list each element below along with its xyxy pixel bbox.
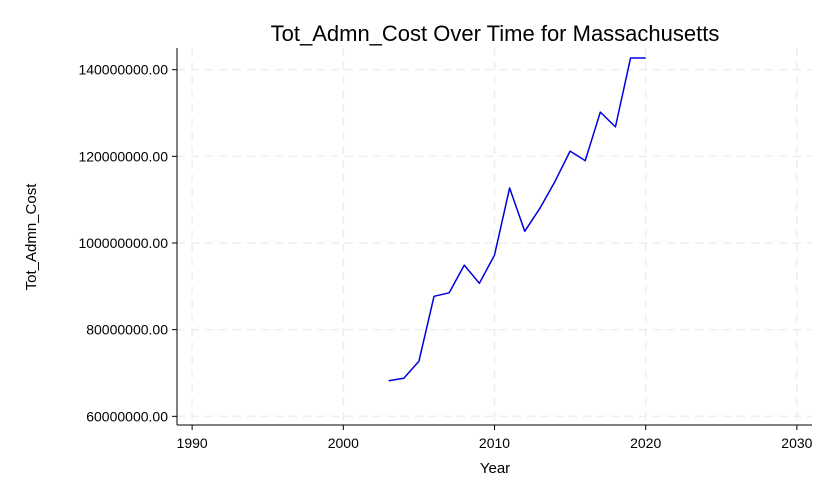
y-tick-label: 80000000.00: [86, 322, 168, 338]
x-tick-label: 2010: [479, 435, 510, 451]
chart-title: Tot_Admn_Cost Over Time for Massachusett…: [271, 21, 720, 46]
gridlines: [177, 48, 812, 425]
series-layer: [388, 57, 646, 382]
series-line: [388, 57, 646, 382]
y-tick-label: 140000000.00: [78, 62, 168, 78]
y-axis-title: Tot_Admn_Cost: [23, 183, 40, 291]
x-tick-label: 2000: [328, 435, 359, 451]
x-axis-title: Year: [480, 460, 510, 477]
x-tick-label: 2030: [781, 435, 812, 451]
x-tick-label: 2020: [630, 435, 661, 451]
axis-ticks: 1990 2000 2010 2020 2030 60000000.00 80000000.…: [78, 62, 812, 451]
y-tick-label: 100000000.00: [78, 235, 168, 251]
x-tick-label: 1990: [177, 435, 208, 451]
y-tick-label: 60000000.00: [86, 408, 168, 424]
y-tick-label: 120000000.00: [78, 148, 168, 164]
